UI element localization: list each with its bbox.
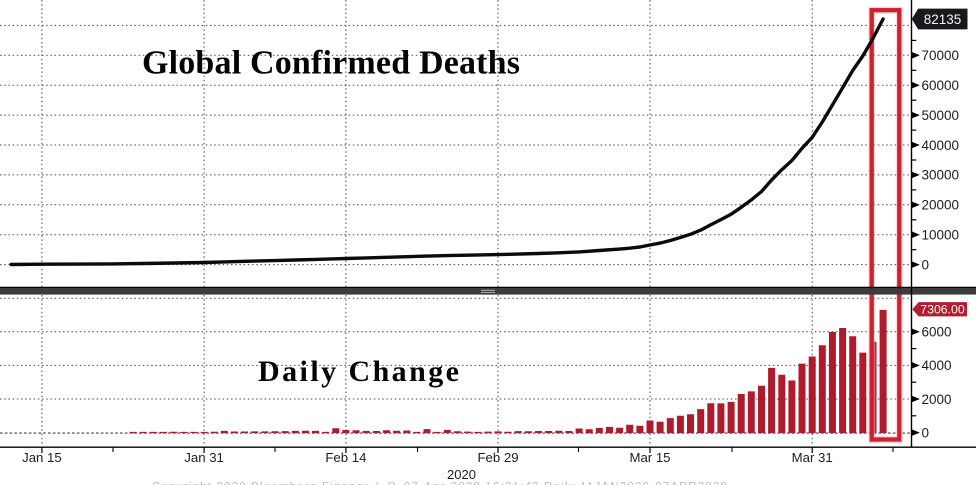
svg-text:0: 0 — [922, 257, 930, 272]
svg-text:Global Confirmed Deaths: Global Confirmed Deaths — [142, 45, 520, 82]
svg-text:6000: 6000 — [922, 325, 952, 340]
svg-text:4000: 4000 — [922, 358, 952, 373]
svg-text:7306.00: 7306.00 — [920, 302, 965, 316]
svg-text:Feb 29: Feb 29 — [477, 450, 518, 465]
svg-text:Mar 15: Mar 15 — [629, 450, 670, 465]
svg-text:50000: 50000 — [922, 108, 960, 123]
svg-text:20000: 20000 — [922, 198, 960, 213]
svg-text:82135: 82135 — [924, 12, 962, 27]
svg-text:Copyright 2020 Bloomberg Finan: Copyright 2020 Bloomberg Finance L.P. 07… — [152, 482, 728, 485]
svg-text:40000: 40000 — [922, 138, 960, 153]
svg-text:Jan 15: Jan 15 — [22, 450, 62, 465]
svg-text:60000: 60000 — [922, 78, 960, 93]
svg-text:2000: 2000 — [922, 392, 952, 407]
svg-text:10000: 10000 — [922, 228, 960, 243]
svg-text:Jan 31: Jan 31 — [184, 450, 224, 465]
svg-text:30000: 30000 — [922, 168, 960, 183]
svg-text:Feb 14: Feb 14 — [325, 450, 366, 465]
svg-text:Daily Change: Daily Change — [258, 355, 459, 388]
svg-text:Mar 31: Mar 31 — [792, 450, 833, 465]
svg-text:70000: 70000 — [922, 48, 960, 63]
svg-text:0: 0 — [922, 425, 930, 440]
svg-text:2020: 2020 — [447, 467, 476, 482]
